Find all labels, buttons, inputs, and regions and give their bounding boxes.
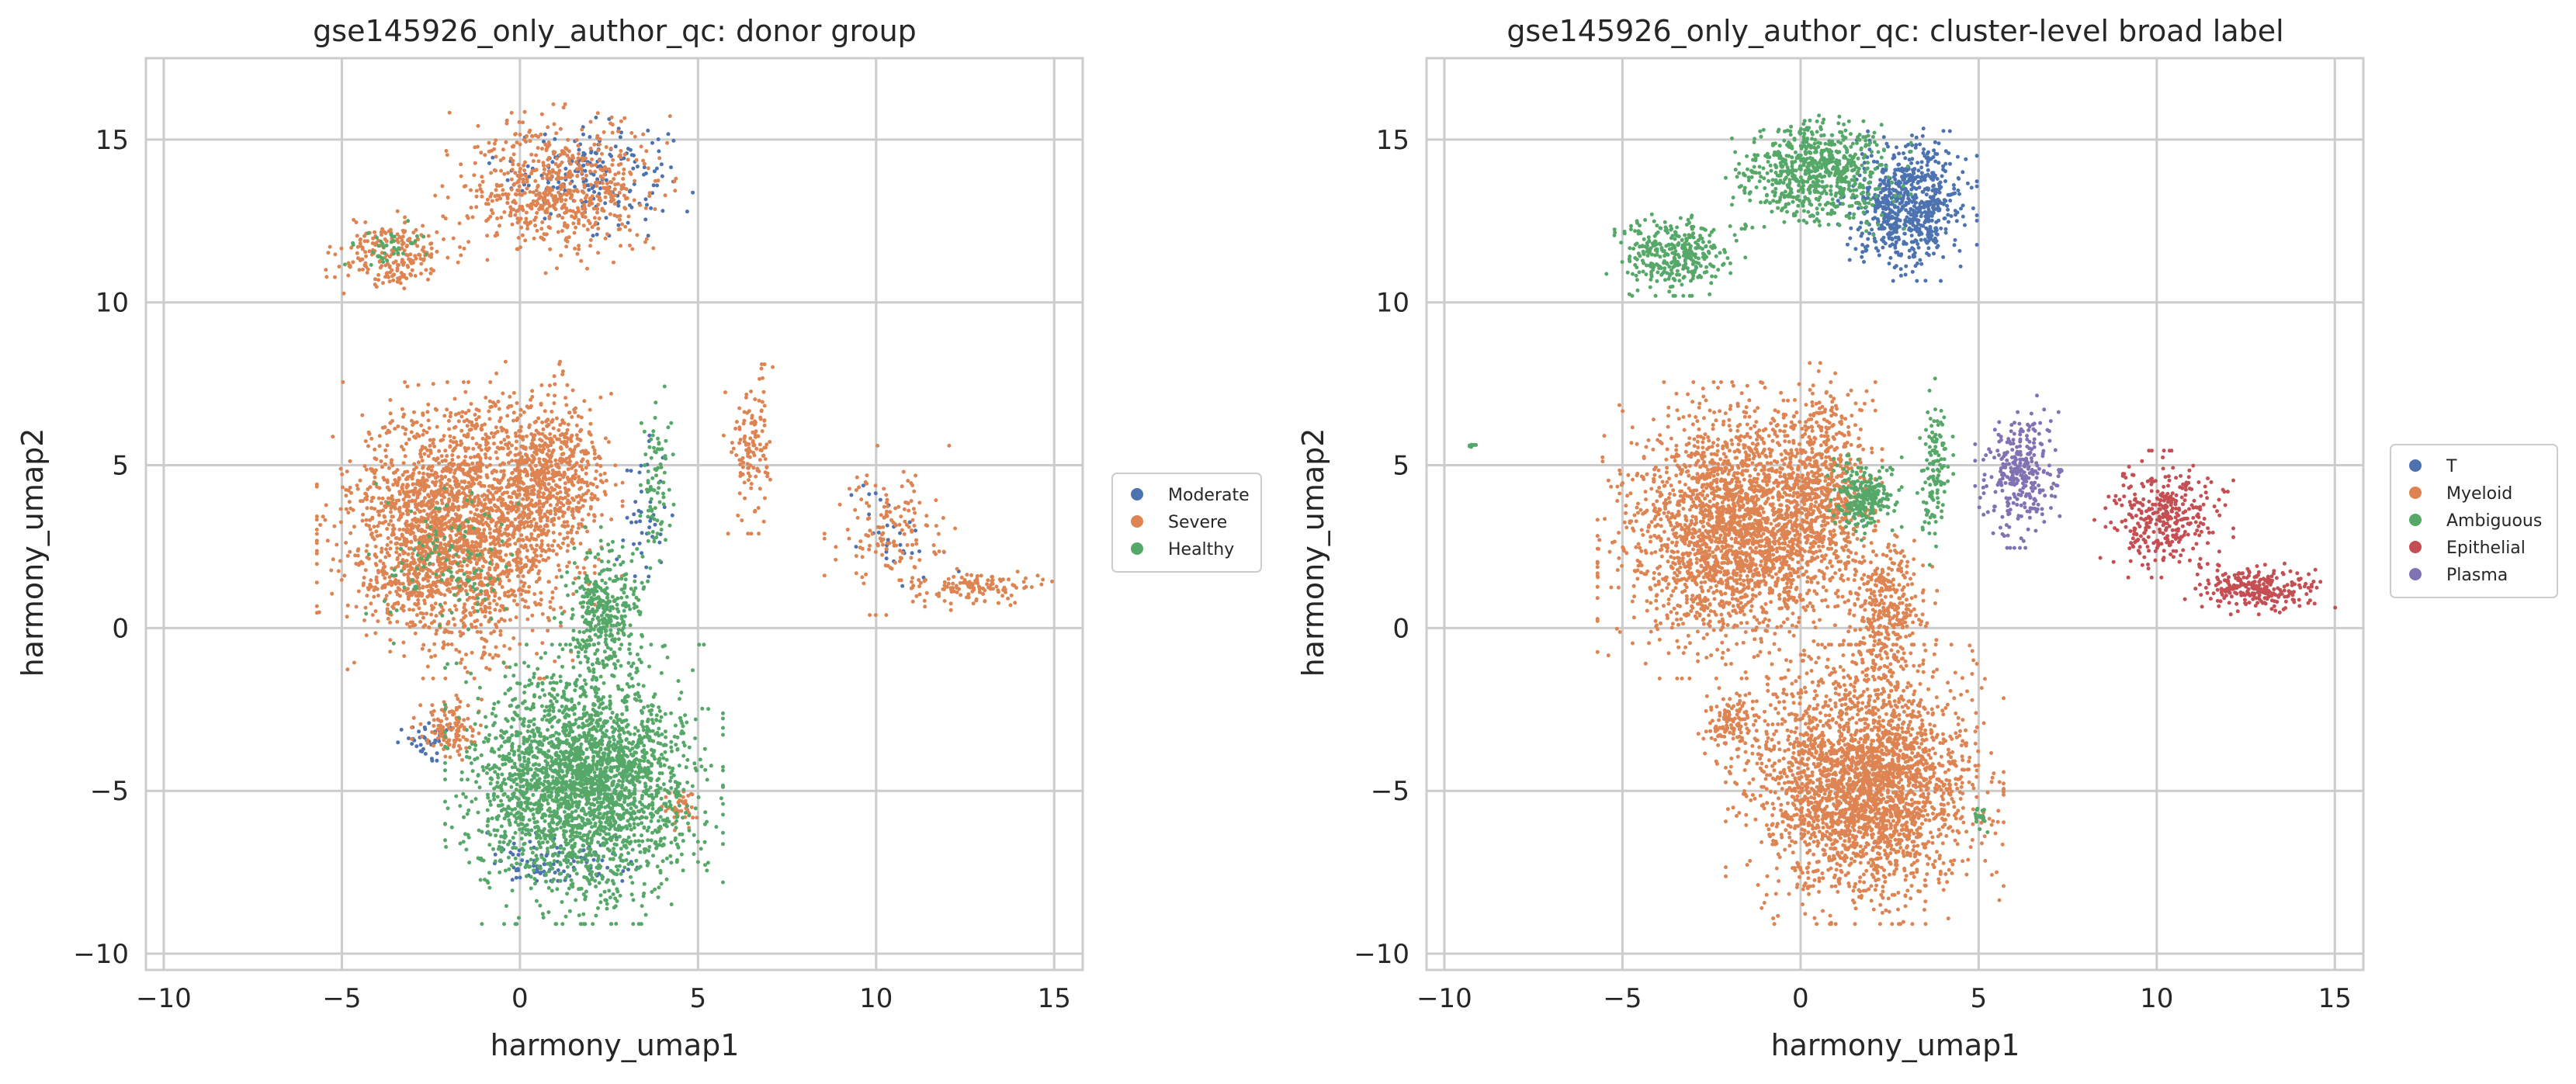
legend-marker xyxy=(2409,459,2422,472)
x-axis-label: harmony_umap1 xyxy=(1771,1028,2020,1062)
plot-frame xyxy=(144,57,1084,971)
legend-marker xyxy=(1131,488,1143,500)
tick-labels: −10 −5 0 5 10 15 −10 −5 0 5 10 15 xyxy=(73,125,1071,1014)
series-points-myeloid xyxy=(1595,361,2006,926)
x-tick-label: 10 xyxy=(859,983,893,1014)
scatter-points xyxy=(1468,113,2338,926)
series-points-ambiguous xyxy=(1468,113,1990,834)
x-tick-label: 10 xyxy=(2140,983,2173,1014)
x-tick-label: 0 xyxy=(511,983,529,1014)
legend-label: Ambiguous xyxy=(2446,511,2542,531)
y-tick-label: −5 xyxy=(90,776,129,807)
x-tick-label: 15 xyxy=(2318,983,2352,1014)
series-points-plasma xyxy=(1973,393,2064,550)
chart-title: gse145926_only_author_qc: cluster-level … xyxy=(1506,14,2283,48)
y-tick-label: 10 xyxy=(95,288,129,319)
y-tick-label: 10 xyxy=(1376,288,1409,319)
legend-label: Epithelial xyxy=(2446,539,2526,558)
legend-marker xyxy=(1131,515,1143,528)
y-tick-label: 0 xyxy=(112,613,129,644)
panel-cluster-label: gse145926_only_author_qc: cluster-level … xyxy=(1296,14,2558,1062)
series-points-epithelial xyxy=(2092,448,2338,617)
x-tick-label: 15 xyxy=(1038,983,1071,1014)
series-points-severe xyxy=(314,102,1054,833)
chart-title: gse145926_only_author_qc: donor group xyxy=(313,14,917,48)
series-points-healthy xyxy=(342,219,725,926)
legend-marker xyxy=(1131,542,1143,555)
y-tick-label: −10 xyxy=(1354,939,1409,970)
series-points-t xyxy=(1836,126,1979,283)
x-tick-label: −10 xyxy=(136,983,192,1014)
legend-label: Healthy xyxy=(1168,540,1234,559)
legend-marker xyxy=(2409,514,2422,526)
y-tick-label: 5 xyxy=(1392,451,1409,482)
y-axis-label: harmony_umap2 xyxy=(16,428,50,677)
legend-marker xyxy=(2409,568,2422,580)
legend: T Myeloid Ambiguous Epithelial Plasma xyxy=(2390,444,2558,598)
x-tick-label: 5 xyxy=(690,983,707,1014)
x-tick-label: −5 xyxy=(322,983,361,1014)
y-axis-label: harmony_umap2 xyxy=(1296,428,1330,677)
legend-box xyxy=(1111,473,1262,573)
y-tick-label: 0 xyxy=(1392,613,1409,644)
scatter-points xyxy=(314,102,1054,926)
y-tick-label: 15 xyxy=(1376,125,1409,156)
legend: Moderate Severe Healthy xyxy=(1111,473,1262,573)
y-tick-label: 15 xyxy=(95,125,129,156)
x-tick-label: −5 xyxy=(1603,983,1642,1014)
legend-marker xyxy=(2409,541,2422,553)
legend-box xyxy=(2390,444,2558,598)
y-tick-label: 5 xyxy=(112,451,129,482)
panel-donor-group: gse145926_only_author_qc: donor group −1… xyxy=(16,14,1262,1062)
legend-label: Plasma xyxy=(2446,566,2508,585)
x-tick-label: 0 xyxy=(1792,983,1809,1014)
legend-label: Myeloid xyxy=(2446,484,2512,504)
y-tick-label: −10 xyxy=(73,939,129,970)
x-tick-label: −10 xyxy=(1416,983,1472,1014)
y-tick-label: −5 xyxy=(1371,776,1409,807)
x-axis-label: harmony_umap1 xyxy=(491,1028,740,1062)
tick-labels: −10 −5 0 5 10 15 −10 −5 0 5 10 15 xyxy=(1354,125,2352,1014)
legend-label: T xyxy=(2446,457,2457,476)
legend-label: Severe xyxy=(1168,513,1227,532)
legend-label: Moderate xyxy=(1168,486,1250,505)
legend-marker xyxy=(2409,487,2422,499)
plot-frame xyxy=(1425,57,2365,971)
x-tick-label: 5 xyxy=(1971,983,1988,1014)
